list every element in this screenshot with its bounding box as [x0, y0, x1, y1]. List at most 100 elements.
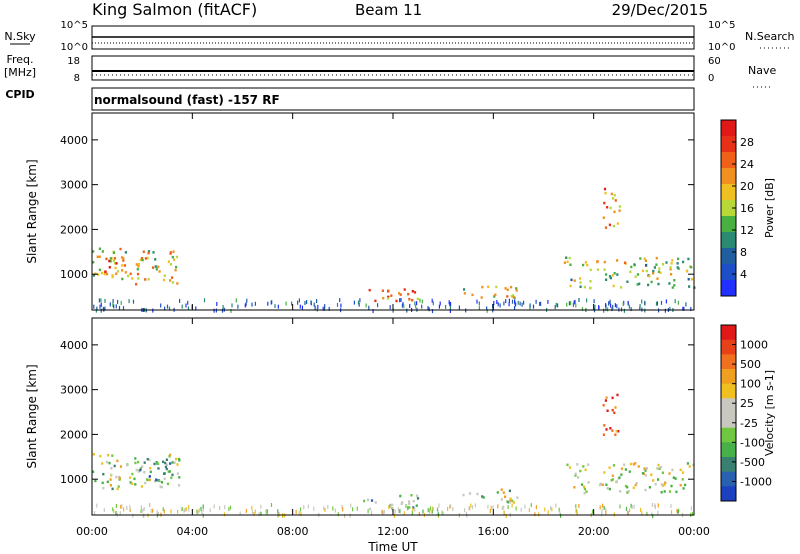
echo-cell — [614, 199, 617, 202]
scatter-cell — [112, 302, 114, 307]
echo-cell — [173, 461, 176, 464]
scatter-cell — [239, 511, 241, 516]
echo-cell — [629, 270, 632, 274]
echo-cell — [512, 501, 515, 504]
scatter-cell — [683, 306, 685, 311]
scatter-cell — [390, 504, 392, 509]
echo-cell — [613, 411, 616, 415]
echo-cell — [676, 266, 679, 269]
echo-cell — [154, 265, 157, 268]
scatter-cell — [427, 306, 429, 311]
echo-cell — [176, 472, 179, 475]
scatter-cell — [251, 302, 253, 307]
scatter-cell — [415, 304, 417, 309]
scatter-cell — [605, 510, 607, 515]
noise-tick-top-left: 10^5 — [61, 20, 88, 31]
scatter-cell — [132, 513, 134, 518]
scatter-cell — [300, 512, 302, 517]
echo-cell — [386, 297, 390, 300]
echo-cell — [608, 223, 611, 227]
scatter-cell — [576, 509, 578, 514]
scatter-cell — [129, 508, 131, 513]
echo-cell — [482, 496, 485, 499]
scatter-cell — [121, 504, 123, 509]
scatter-cell — [152, 508, 154, 513]
scatter-cell — [438, 304, 440, 309]
y-tick-label: 4000 — [60, 339, 88, 352]
x-tick-label: 04:00 — [176, 525, 208, 538]
scatter-cell — [341, 504, 343, 509]
scatter-cell — [297, 300, 299, 305]
echo-cell — [504, 495, 507, 498]
echo-cell — [602, 433, 605, 436]
nave-tick-top: 60 — [708, 56, 721, 67]
scatter-cell — [377, 303, 379, 308]
echo-cell — [623, 463, 626, 466]
echo-cell — [644, 259, 647, 262]
scatter-cell — [399, 509, 401, 514]
echo-cell — [163, 472, 166, 475]
scatter-cell — [492, 505, 494, 510]
echo-cell — [608, 466, 611, 469]
scatter-cell — [403, 511, 405, 516]
echo-cell — [598, 483, 602, 487]
echo-cell — [624, 468, 627, 471]
echo-cell — [690, 265, 693, 269]
echo-cell — [494, 293, 497, 296]
echo-cell — [169, 453, 172, 457]
scatter-cell — [185, 507, 187, 512]
echo-cell — [605, 396, 608, 399]
echo-cell — [104, 270, 107, 273]
scatter-cell — [503, 505, 505, 510]
scatter-cell — [291, 301, 293, 306]
echo-cell — [609, 427, 612, 430]
echo-cell — [108, 259, 111, 263]
scatter-cell — [651, 502, 654, 507]
scatter-cell — [188, 505, 190, 510]
scatter-cell — [184, 507, 186, 512]
echo-cell — [500, 488, 503, 491]
echo-cell — [602, 216, 605, 219]
echo-cell — [633, 263, 636, 266]
echo-cell — [610, 192, 613, 196]
echo-cell — [606, 409, 609, 412]
scatter-cell — [524, 504, 526, 509]
echo-cell — [101, 462, 104, 465]
echo-cell — [580, 483, 584, 486]
echo-cell — [154, 258, 157, 261]
echo-cell — [587, 463, 590, 466]
echo-cell — [611, 478, 614, 481]
scatter-cell — [119, 511, 121, 516]
echo-cell — [416, 297, 419, 301]
scatter-cell — [382, 510, 384, 515]
scatter-cell — [246, 298, 248, 303]
echo-cell — [114, 262, 117, 265]
station-title: King Salmon (fitACF) — [92, 0, 257, 19]
x-tick-label: 20:00 — [578, 525, 610, 538]
echo-cell — [178, 484, 181, 487]
scatter-cell — [652, 514, 654, 519]
echo-cell — [653, 266, 656, 269]
scatter-cell — [140, 509, 142, 514]
echo-cell — [481, 285, 484, 289]
scatter-cell — [100, 302, 102, 307]
noise-tick-bottom-left: 10^0 — [61, 42, 88, 53]
scatter-cell — [358, 302, 360, 307]
scatter-cell — [266, 509, 268, 514]
scatter-cell — [578, 298, 580, 302]
scatter-cell — [322, 306, 324, 311]
echo-cell — [120, 256, 124, 259]
scatter-cell — [639, 304, 641, 308]
echo-cell — [634, 275, 637, 278]
echo-cell — [165, 458, 168, 461]
echo-cell — [147, 250, 151, 253]
echo-cell — [688, 465, 691, 468]
echo-cell — [109, 484, 112, 487]
echo-cell — [137, 460, 140, 464]
scatter-cell — [665, 299, 667, 304]
echo-cell — [583, 487, 586, 491]
echo-cell — [145, 478, 149, 481]
echo-cell — [399, 494, 402, 498]
scatter-cell — [301, 305, 303, 310]
